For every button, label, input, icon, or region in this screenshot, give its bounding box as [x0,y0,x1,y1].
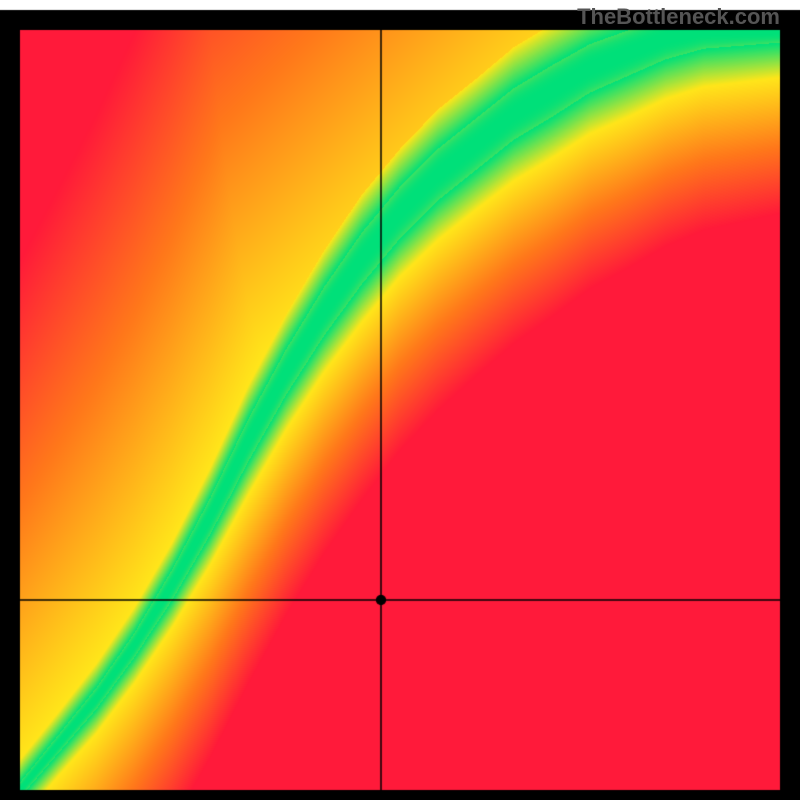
watermark-text: TheBottleneck.com [577,4,780,30]
bottleneck-heatmap [0,0,800,800]
chart-container: TheBottleneck.com [0,0,800,800]
